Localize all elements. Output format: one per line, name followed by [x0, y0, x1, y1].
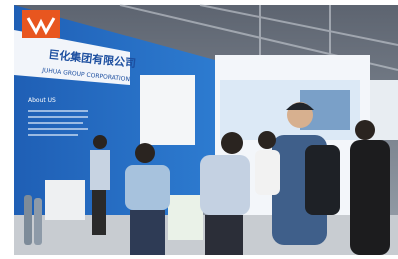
border	[0, 0, 14, 259]
photo: 巨化集团有限公司 JUHUA GROUP CORPORATION About U…	[0, 0, 398, 259]
border	[0, 255, 398, 259]
poster	[140, 75, 195, 145]
about-heading: About US	[28, 97, 56, 104]
page: 巨化集团有限公司 JUHUA GROUP CORPORATION About U…	[0, 0, 398, 259]
